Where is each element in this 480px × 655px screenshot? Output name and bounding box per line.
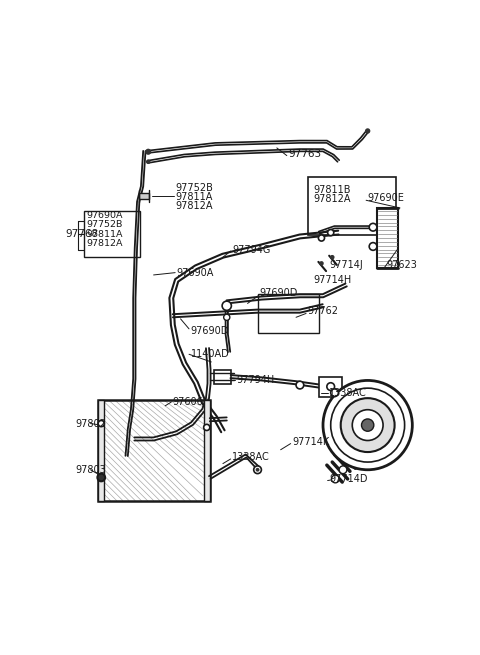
Circle shape — [222, 301, 231, 310]
Text: 97714J: 97714J — [329, 260, 363, 270]
Circle shape — [339, 466, 347, 474]
Circle shape — [204, 424, 210, 430]
Circle shape — [331, 389, 338, 397]
Text: 97690A: 97690A — [177, 268, 214, 278]
Text: 97811B: 97811B — [314, 185, 351, 195]
Text: 97812A: 97812A — [314, 195, 351, 204]
Text: 1140AD: 1140AD — [191, 349, 229, 359]
Circle shape — [256, 468, 260, 472]
Text: 97802: 97802 — [75, 419, 106, 428]
Text: 97811A: 97811A — [86, 230, 123, 238]
Circle shape — [146, 159, 151, 164]
Bar — [84, 211, 140, 257]
Circle shape — [365, 128, 371, 134]
Circle shape — [352, 409, 383, 441]
Text: 97690A: 97690A — [86, 211, 123, 220]
Circle shape — [332, 475, 339, 483]
Circle shape — [327, 383, 335, 390]
Circle shape — [330, 255, 335, 259]
Circle shape — [341, 398, 395, 452]
Circle shape — [254, 466, 262, 474]
Bar — [98, 400, 104, 500]
Circle shape — [97, 474, 105, 481]
Bar — [319, 377, 342, 397]
Text: 97803: 97803 — [75, 465, 106, 475]
Circle shape — [369, 242, 377, 250]
Text: 97606: 97606 — [173, 397, 204, 407]
Text: 97812A: 97812A — [175, 202, 213, 212]
Circle shape — [323, 381, 412, 470]
Circle shape — [328, 229, 334, 236]
Bar — [258, 294, 319, 333]
Bar — [98, 400, 210, 500]
Text: 97794G: 97794G — [232, 244, 271, 255]
Text: 97768: 97768 — [65, 229, 98, 239]
Text: 97812A: 97812A — [86, 239, 123, 248]
Text: 1338AC: 1338AC — [329, 388, 367, 398]
Circle shape — [361, 419, 374, 431]
Text: 97794H: 97794H — [237, 375, 275, 385]
Circle shape — [369, 223, 377, 231]
Text: 97752B: 97752B — [86, 220, 123, 229]
Text: 97763: 97763 — [288, 149, 322, 159]
Bar — [377, 208, 398, 268]
Text: 97752B: 97752B — [175, 183, 213, 193]
Circle shape — [98, 421, 104, 426]
Text: 97714D: 97714D — [329, 474, 368, 484]
Text: 97762: 97762 — [308, 306, 338, 316]
Text: 97690E: 97690E — [368, 193, 405, 203]
Text: 1338AC: 1338AC — [232, 453, 270, 462]
Text: 97714K: 97714K — [292, 437, 329, 447]
Circle shape — [296, 381, 304, 389]
Bar — [139, 193, 149, 198]
Circle shape — [319, 261, 324, 266]
Text: 97623: 97623 — [386, 260, 417, 270]
Bar — [308, 177, 396, 235]
Text: 97811A: 97811A — [175, 192, 213, 202]
Text: 97714H: 97714H — [314, 275, 352, 286]
Circle shape — [318, 235, 324, 241]
Circle shape — [331, 388, 405, 462]
Bar — [214, 369, 230, 384]
Bar — [204, 400, 210, 500]
Circle shape — [145, 149, 151, 155]
Text: 97690D: 97690D — [191, 326, 229, 336]
Text: 97690D: 97690D — [260, 288, 298, 297]
Circle shape — [224, 314, 230, 320]
